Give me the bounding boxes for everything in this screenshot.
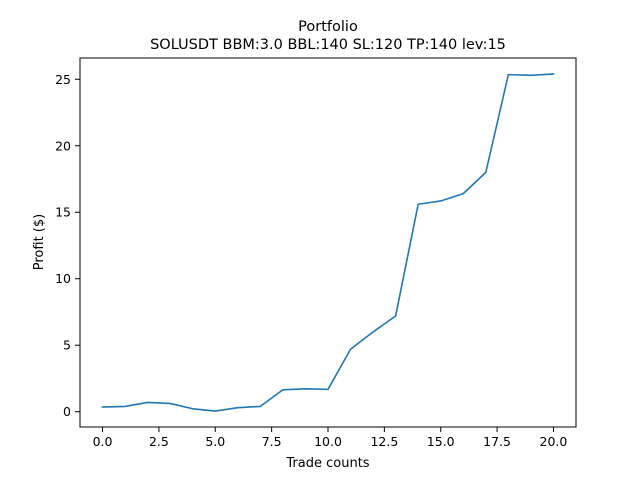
x-tick-label: 5.0 (205, 434, 225, 449)
y-tick-label: 5 (63, 338, 71, 353)
chart-subtitle: SOLUSDT BBM:3.0 BBL:140 SL:120 TP:140 le… (150, 37, 506, 53)
y-tick-label: 15 (55, 205, 71, 220)
axis-ticks: 0.0 2.5 5.0 7.5 10.0 12.5 15.0 17.5 20.0 0 5 10 15 20… (55, 72, 567, 449)
x-tick-label: 12.5 (370, 434, 398, 449)
x-axis-label: Trade counts (285, 456, 369, 471)
y-tick-label: 25 (55, 72, 71, 87)
y-tick-label: 20 (55, 138, 71, 153)
y-axis-label: Profit ($) (32, 214, 47, 270)
axes-frame (79, 57, 577, 428)
x-tick-label: 0.0 (93, 434, 113, 449)
x-tick-label: 7.5 (262, 434, 282, 449)
x-tick-label: 15.0 (427, 434, 455, 449)
chart-title: Portfolio (298, 19, 358, 35)
x-tick-label: 20.0 (540, 434, 568, 449)
series-line (101, 73, 555, 412)
x-tick-label: 17.5 (483, 434, 511, 449)
y-tick-label: 10 (55, 271, 71, 286)
x-tick-label: 2.5 (149, 434, 169, 449)
y-tick-label: 0 (63, 404, 71, 419)
plot-area (101, 73, 555, 412)
x-tick-label: 10.0 (314, 434, 342, 449)
